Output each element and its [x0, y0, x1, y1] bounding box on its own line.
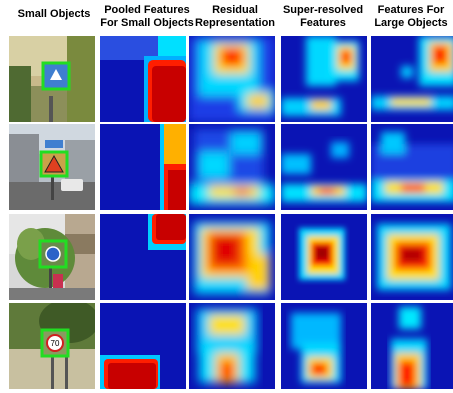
heatmap-large-objects-row-4: [371, 303, 453, 389]
heatmap-residual-row-1: [189, 36, 275, 122]
column-header-large-object-features: Features For Large Objects: [374, 4, 448, 29]
heatmap-super-resolved-row-4: [281, 303, 367, 389]
heatmap-pooled-row-2: [100, 124, 186, 210]
heatmap-large-objects-row-1: [371, 36, 453, 122]
column-header-super-resolved-features: Super-resolved Features: [282, 4, 364, 29]
column-header-pooled-features: Pooled Features For Small Objects: [100, 4, 194, 29]
column-header-small-objects: Small Objects: [17, 8, 91, 20]
photo-small-object-row-3: [9, 214, 95, 300]
heatmap-super-resolved-row-2: [281, 124, 367, 210]
heatmap-residual-row-3: [189, 214, 275, 300]
heatmap-residual-row-4: [189, 303, 275, 389]
heatmap-large-objects-row-2: [371, 124, 453, 210]
heatmap-pooled-row-4: [100, 303, 186, 389]
column-header-residual-representation: Residual Representation: [194, 4, 276, 29]
heatmap-pooled-row-1: [100, 36, 186, 122]
heatmap-super-resolved-row-3: [281, 214, 367, 300]
heatmap-large-objects-row-3: [371, 214, 453, 300]
photo-small-object-row-4: 70: [9, 303, 95, 389]
speed-limit-sign-text: 70: [51, 339, 60, 348]
heatmap-residual-row-2: [189, 124, 275, 210]
photo-small-object-row-2: [9, 124, 95, 210]
heatmap-super-resolved-row-1: [281, 36, 367, 122]
heatmap-pooled-row-3: [100, 214, 186, 300]
photo-small-object-row-1: [9, 36, 95, 122]
